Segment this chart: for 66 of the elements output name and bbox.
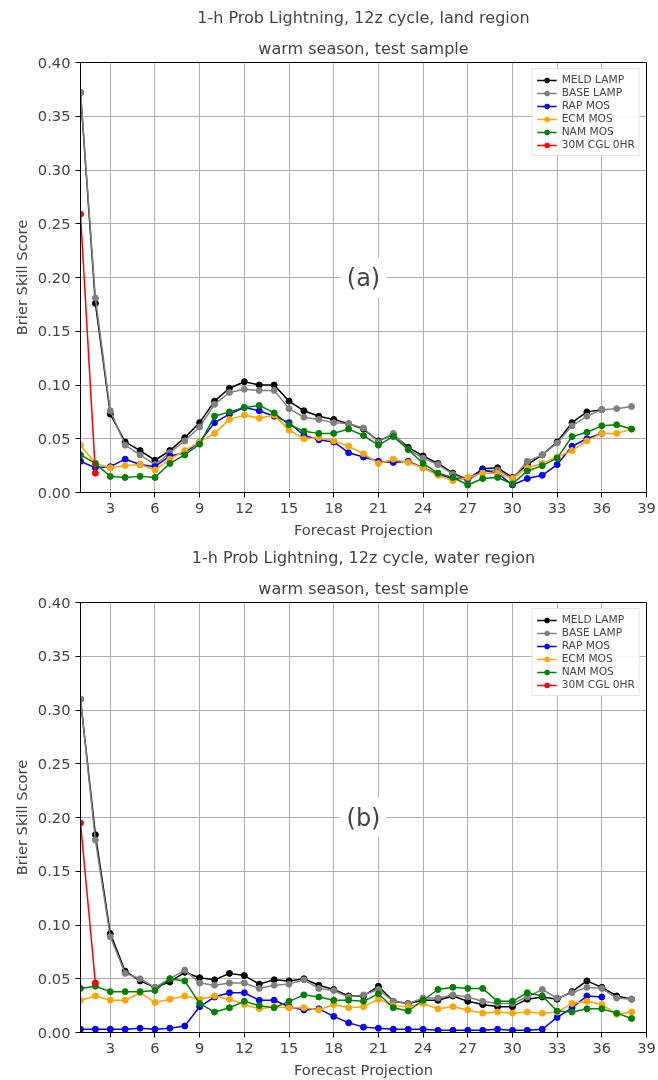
x-tick-label: 15 [279,1038,299,1056]
y-tick-label: 0.05 [37,969,71,987]
x-tick-label: 30 [503,1038,522,1056]
x-tick-label: 6 [150,1038,160,1056]
x-tick-label: 36 [592,498,612,516]
x-tick-label: 9 [195,1038,205,1056]
x-tick-label: 24 [413,498,433,516]
x-tick-label: 39 [637,498,656,516]
y-axis-title: Brier Skill Score [12,219,30,336]
y-tick-label: 0.20 [37,268,71,286]
y-tick-label: 0.20 [37,808,71,826]
legend-label: BASE LAMP [561,626,623,639]
legend-label: NAM MOS [561,125,614,138]
legend-label: RAP MOS [561,99,611,112]
chart-subtitle: warm season, test sample [258,38,469,58]
annotation: (b) [346,803,381,832]
legend-label: ECM MOS [561,652,613,665]
y-tick-label: 0.10 [37,916,71,933]
x-tick-label: 12 [235,498,254,516]
x-tick-label: 33 [547,498,567,516]
y-tick-label: 0.15 [37,322,71,340]
chart-subtitle: warm season, test sample [258,578,469,598]
x-tick-label: 3 [105,1038,115,1056]
y-tick-label: 0.30 [37,161,71,178]
y-tick-label: 0.25 [37,214,71,232]
x-tick-label: 12 [235,1038,254,1056]
x-tick-label: 21 [369,498,388,516]
legend-label: 30M CGL 0HR [561,678,635,691]
y-tick-label: 0.10 [37,376,71,393]
x-tick-label: 3 [105,498,115,516]
y-tick-label: 0.30 [37,701,71,718]
y-tick-label: 0.00 [37,483,71,501]
x-tick-label: 15 [279,498,299,516]
y-tick-label: 0.05 [37,429,71,447]
x-tick-label: 24 [413,1038,433,1056]
legend-label: 30M CGL 0HR [561,138,635,151]
x-axis-title: Forecast Projection [293,520,434,538]
x-tick-label: 36 [592,1038,612,1056]
y-tick-label: 0.40 [37,593,71,611]
legend-label: MELD LAMP [561,613,625,626]
legend-label: MELD LAMP [561,73,625,86]
chart-title: 1-h Prob Lightning, 12z cycle, land region [197,7,530,27]
legend-label: ECM MOS [561,112,613,125]
y-tick-label: 0.35 [37,647,71,665]
legend-label: NAM MOS [561,665,614,678]
y-tick-label: 0.25 [37,754,71,772]
x-tick-label: 30 [503,498,522,516]
y-axis-title: Brier Skill Score [12,759,30,876]
x-tick-label: 9 [195,498,205,516]
annotation: (a) [346,263,381,292]
x-tick-label: 27 [458,1038,478,1056]
y-tick-label: 0.40 [37,53,71,71]
x-tick-label: 33 [547,1038,567,1056]
x-axis-title: Forecast Projection [293,1060,434,1078]
legend-label: RAP MOS [561,639,611,652]
y-tick-label: 0.35 [37,107,71,125]
legend-label: BASE LAMP [561,86,623,99]
x-tick-label: 18 [324,498,344,516]
chart-title: 1-h Prob Lightning, 12z cycle, water region [191,547,536,567]
x-tick-label: 6 [150,498,160,516]
y-tick-label: 0.15 [37,862,71,880]
x-tick-label: 27 [458,498,478,516]
x-tick-label: 39 [637,1038,656,1056]
x-tick-label: 21 [369,1038,388,1056]
x-tick-label: 18 [324,1038,344,1056]
y-tick-label: 0.00 [37,1023,71,1041]
